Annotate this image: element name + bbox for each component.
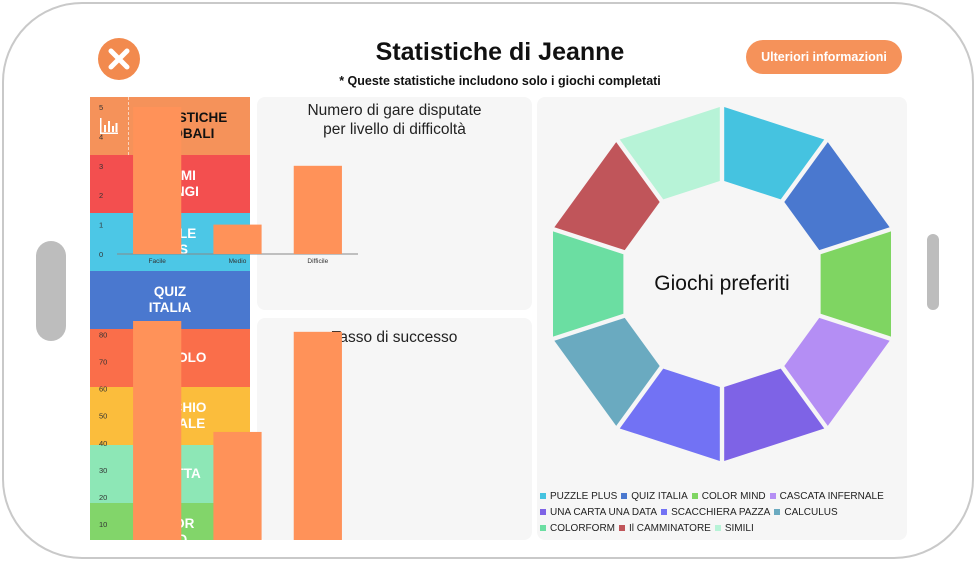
donut-center-label: Giochi preferiti bbox=[654, 272, 789, 295]
legend-swatch bbox=[540, 525, 546, 532]
legend-item: SCACCHIERA PAZZA bbox=[661, 505, 770, 521]
legend-swatch bbox=[619, 525, 625, 532]
legend-label: QUIZ ITALIA bbox=[631, 491, 688, 502]
donut-slice bbox=[784, 317, 890, 426]
donut-slice bbox=[619, 368, 720, 461]
legend-item: UNA CARTA UNA DATA bbox=[540, 505, 657, 521]
y-tick-label: 80 bbox=[99, 331, 107, 340]
legend-item: CASCATA INFERNALE bbox=[769, 489, 884, 505]
donut-chart-panel: Giochi preferiti bbox=[537, 97, 907, 540]
y-tick-label: 5 bbox=[99, 103, 103, 112]
donut-slice bbox=[554, 317, 660, 426]
more-info-button[interactable]: Ulteriori informazioni bbox=[746, 40, 902, 74]
app-screen: Statistiche di Jeanne * Queste statistic… bbox=[90, 28, 910, 540]
legend-swatch bbox=[540, 493, 546, 500]
y-tick-label: 60 bbox=[99, 385, 107, 394]
y-tick-label: 3 bbox=[99, 162, 103, 171]
y-tick-label: 4 bbox=[99, 132, 103, 141]
legend-label: CALCULUS bbox=[784, 507, 838, 518]
donut-slice bbox=[820, 231, 892, 337]
page-title: Statistiche di Jeanne bbox=[375, 38, 625, 66]
x-tick-label: Medio bbox=[229, 258, 247, 265]
legend-item: CALCULUS bbox=[774, 505, 838, 521]
legend-label: Il CAMMINATORE bbox=[629, 523, 711, 534]
legend-swatch bbox=[714, 525, 721, 532]
sidebar-item-label: QUIZ ITALIA bbox=[148, 284, 192, 315]
legend-item: COLOR MIND bbox=[691, 489, 766, 505]
donut-slice bbox=[554, 142, 660, 251]
bar bbox=[133, 321, 182, 540]
legend-label: SCACCHIERA PAZZA bbox=[671, 507, 771, 518]
donut-slice bbox=[619, 107, 720, 200]
device-side-button-left bbox=[36, 241, 66, 341]
device-side-button-right bbox=[927, 234, 939, 310]
legend-label: UNA CARTA UNA DATA bbox=[550, 507, 658, 518]
bar-chart-success: 01020304050607080FacileMedioDifficile bbox=[99, 321, 342, 540]
legend-label: COLOR MIND bbox=[701, 491, 766, 502]
donut-chart-favorites: Giochi preferiti bbox=[552, 107, 892, 461]
legend-item: COLORFORM bbox=[540, 521, 615, 537]
close-button[interactable] bbox=[98, 38, 140, 80]
legend-swatch bbox=[691, 493, 698, 500]
bar bbox=[213, 224, 262, 254]
bar bbox=[133, 107, 182, 254]
y-tick-label: 40 bbox=[99, 439, 107, 448]
y-tick-label: 30 bbox=[99, 466, 107, 475]
bar-chart-panel-games: Numero di gare disputate per livello di … bbox=[99, 97, 532, 310]
y-tick-label: 10 bbox=[99, 520, 107, 529]
donut-legend: PUZZLE PLUS QUIZ ITALIA COLOR MIND CASCATA … bbox=[540, 489, 908, 537]
legend-item: PUZZLE PLUS bbox=[540, 489, 617, 505]
legend-swatch bbox=[769, 493, 776, 500]
x-tick-label: Facile bbox=[148, 258, 166, 265]
y-tick-label: 1 bbox=[99, 221, 103, 230]
bar-chart-games: 0 1 2 3 4 5 Facile Medio Difficile bbox=[99, 103, 358, 265]
legend-item: QUIZ ITALIA bbox=[621, 489, 688, 505]
bar bbox=[293, 165, 342, 254]
page-subtitle: * Queste statistiche includono solo i gi… bbox=[339, 74, 661, 88]
bar-chart-icon bbox=[90, 97, 129, 155]
donut-slice bbox=[724, 368, 825, 461]
bar bbox=[293, 331, 342, 540]
legend-swatch bbox=[774, 509, 781, 516]
donut-slice bbox=[552, 231, 624, 337]
donut-slice bbox=[724, 107, 825, 200]
y-tick-label: 50 bbox=[99, 412, 107, 421]
y-tick-label: 2 bbox=[99, 191, 103, 200]
y-tick-label: 0 bbox=[99, 250, 103, 259]
legend-swatch bbox=[540, 509, 546, 516]
sidebar-item[interactable]: QUIZ ITALIA bbox=[90, 271, 250, 329]
y-tick-label: 70 bbox=[99, 358, 107, 367]
legend-label: CASCATA INFERNALE bbox=[779, 491, 884, 502]
chart-title: Tasso di successo bbox=[331, 329, 458, 346]
legend-item: Il CAMMINATORE bbox=[619, 521, 711, 537]
legend-label: PUZZLE PLUS bbox=[550, 491, 618, 502]
chart-title: Numero di gare disputate per livello di … bbox=[307, 102, 482, 138]
legend-label: SIMILI bbox=[724, 523, 754, 534]
legend-swatch bbox=[621, 493, 628, 500]
legend-swatch bbox=[661, 509, 668, 516]
close-icon bbox=[108, 48, 130, 70]
x-tick-label: Difficile bbox=[307, 258, 328, 265]
bar bbox=[213, 431, 262, 540]
y-tick-label: 20 bbox=[99, 493, 107, 502]
legend-label: COLORFORM bbox=[550, 523, 615, 534]
bar-chart-panel-success: Tasso di successo 01020304050607080Facil… bbox=[99, 318, 532, 540]
legend-item: SIMILI bbox=[714, 521, 754, 537]
donut-slice bbox=[784, 142, 890, 251]
